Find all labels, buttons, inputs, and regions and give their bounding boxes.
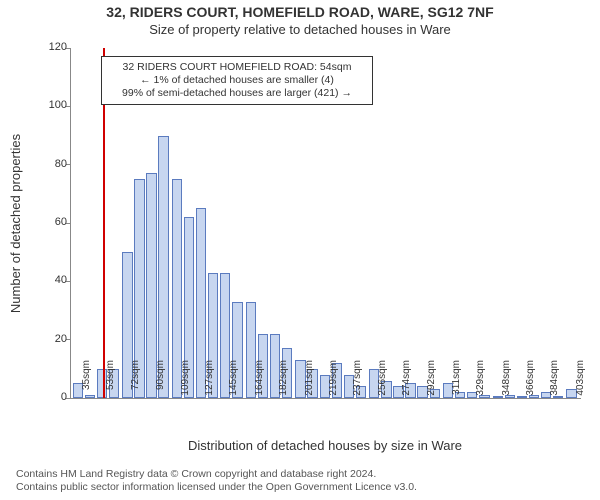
y-tick: 120 <box>71 47 581 48</box>
x-tick: 53sqm <box>105 360 116 400</box>
x-tick: 182sqm <box>278 360 289 400</box>
chart-title: 32, RIDERS COURT, HOMEFIELD ROAD, WARE, … <box>0 4 600 20</box>
histogram-bar <box>158 136 168 399</box>
x-tick: 403sqm <box>575 360 586 400</box>
y-tick: 40 <box>71 280 581 281</box>
y-tick: 80 <box>71 164 581 165</box>
x-tick: 366sqm <box>525 360 536 400</box>
x-tick: 292sqm <box>426 360 437 400</box>
x-tick: 127sqm <box>204 360 215 400</box>
y-tick: 100 <box>71 105 581 106</box>
plot-area: 02040608010012035sqm53sqm72sqm90sqm109sq… <box>70 48 581 399</box>
x-tick: 348sqm <box>501 360 512 400</box>
credit-text: Contains HM Land Registry data © Crown c… <box>16 468 584 494</box>
x-tick: 72sqm <box>130 360 141 400</box>
annotation-box: 32 RIDERS COURT HOMEFIELD ROAD: 54sqm← 1… <box>101 56 373 105</box>
x-tick: 274sqm <box>401 360 412 400</box>
x-tick: 329sqm <box>475 360 486 400</box>
y-axis-label: Number of detached properties <box>6 48 26 398</box>
x-tick: 201sqm <box>304 360 315 400</box>
x-tick: 256sqm <box>377 360 388 400</box>
x-tick: 90sqm <box>155 360 166 400</box>
x-tick: 311sqm <box>451 360 462 400</box>
chart-subtitle: Size of property relative to detached ho… <box>0 22 600 37</box>
x-tick: 164sqm <box>254 360 265 400</box>
figure: 32, RIDERS COURT, HOMEFIELD ROAD, WARE, … <box>0 0 600 500</box>
y-tick: 20 <box>71 339 581 340</box>
x-tick: 237sqm <box>352 360 363 400</box>
x-tick: 109sqm <box>180 360 191 400</box>
x-tick: 35sqm <box>81 360 92 400</box>
x-axis-label: Distribution of detached houses by size … <box>70 438 580 453</box>
x-tick: 145sqm <box>228 360 239 400</box>
x-tick: 384sqm <box>549 360 560 400</box>
x-tick: 219sqm <box>328 360 339 400</box>
y-tick: 60 <box>71 222 581 223</box>
